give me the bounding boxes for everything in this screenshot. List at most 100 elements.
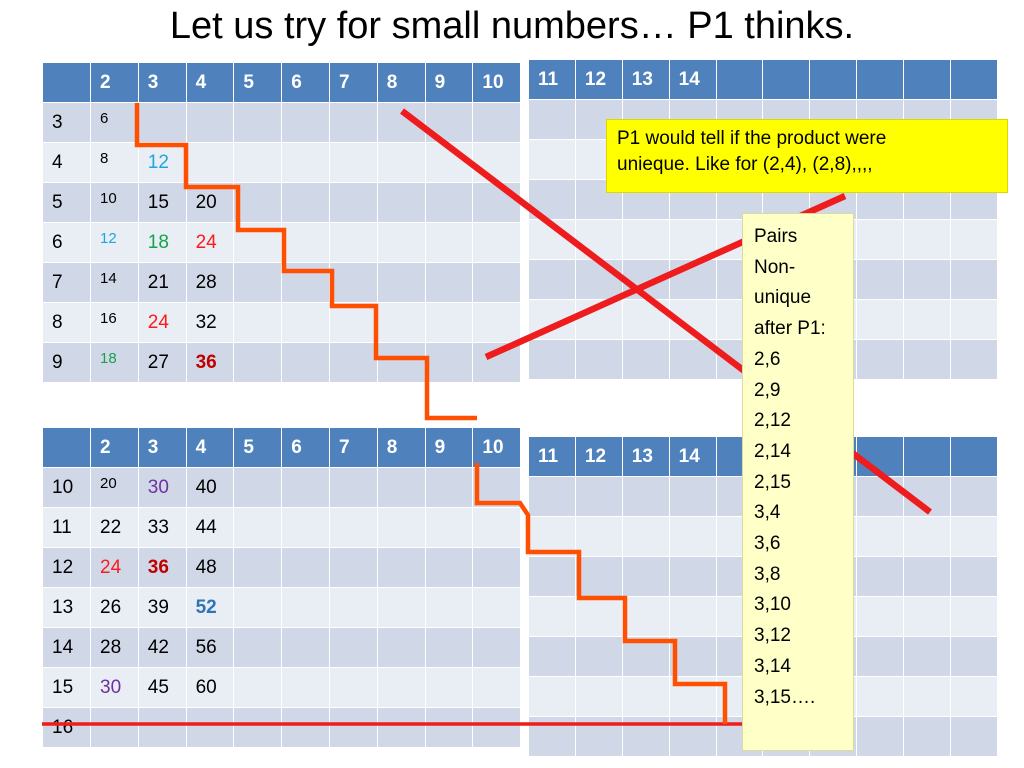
product-cell: 18	[137, 222, 187, 263]
table-row: 7 14 21 28	[42, 262, 522, 303]
product-cell	[233, 587, 283, 628]
product-cell	[424, 507, 474, 548]
table-row: 15 30 45 60	[42, 667, 522, 708]
product-cell: 40	[185, 467, 235, 508]
product-cell: 6	[90, 102, 139, 143]
column-header: 10	[472, 427, 522, 468]
column-header: 7	[328, 62, 378, 103]
product-cell: 42	[137, 627, 187, 668]
product-cell	[90, 707, 139, 748]
p1-note: P1 would tell if the product were uniequ…	[606, 119, 1008, 193]
product-cell: 8	[90, 142, 139, 183]
product-cell	[472, 507, 522, 548]
product-cell	[233, 142, 283, 183]
grid-cell	[621, 676, 670, 717]
header-row: 2 3 4 5 6 7 8 9 10	[42, 427, 522, 468]
column-header	[856, 436, 905, 477]
pairs-line: after P1:	[754, 318, 826, 340]
product-cell	[376, 587, 426, 628]
grid-cell	[528, 596, 576, 637]
product-cell	[281, 222, 330, 263]
product-cell	[376, 667, 426, 708]
product-cell	[233, 507, 283, 548]
row-label: 14	[42, 627, 91, 668]
pairs-line: 2,12	[754, 410, 791, 432]
grid-cell	[903, 259, 952, 300]
row-label: 10	[42, 467, 91, 508]
grid-cell	[856, 716, 905, 757]
product-cell	[376, 262, 426, 303]
product-cell	[281, 342, 330, 383]
grid-cell	[668, 339, 717, 380]
column-header: 9	[424, 427, 474, 468]
grid-cell	[528, 299, 576, 340]
grid-cell	[668, 636, 717, 677]
column-header: 11	[528, 436, 576, 477]
grid-cell	[950, 636, 998, 677]
row-label: 3	[42, 102, 91, 143]
product-cell	[472, 302, 522, 343]
non-unique-pairs-box: Pairs Non-unique after P1: 2,6 2,9 2,12 2,14 2,…	[742, 213, 854, 751]
grid-cell	[668, 556, 717, 597]
grid-cell	[856, 259, 905, 300]
product-cell	[472, 102, 522, 143]
grid-cell	[668, 476, 717, 517]
grid-cell	[528, 716, 576, 757]
product-cell	[472, 222, 522, 263]
product-cell	[424, 547, 474, 588]
product-cell	[424, 142, 474, 183]
product-cell: 48	[185, 547, 235, 588]
grid-cell	[950, 516, 998, 557]
product-cell: 14	[90, 262, 139, 303]
column-header	[42, 62, 91, 103]
grid-cell	[528, 99, 576, 140]
grid-cell	[668, 596, 717, 637]
pairs-line: 2,14	[754, 440, 791, 462]
column-header: 6	[281, 427, 330, 468]
grid-cell	[528, 676, 576, 717]
grid-cell	[574, 259, 623, 300]
grid-cell	[574, 716, 623, 757]
product-cell	[376, 467, 426, 508]
table-row: 5 10 15 20	[42, 182, 522, 223]
product-cell: 56	[185, 627, 235, 668]
table-bottom-left: 2 3 4 5 6 7 8 9 10 10 20 30 40 11 22 33 44 12 24 36 48 13 26 39…	[42, 427, 522, 748]
product-cell: 16	[90, 302, 139, 343]
grid-cell	[903, 636, 952, 677]
pairs-line: 3,15….	[754, 686, 816, 708]
product-cell: 44	[185, 507, 235, 548]
grid-cell	[856, 219, 905, 260]
grid-cell	[903, 716, 952, 757]
product-cell	[376, 342, 426, 383]
row-label: 11	[42, 507, 91, 548]
product-cell	[376, 507, 426, 548]
product-cell	[233, 222, 283, 263]
grid-cell	[668, 516, 717, 557]
column-header	[856, 59, 905, 100]
column-header: 14	[668, 436, 717, 477]
column-header	[42, 427, 91, 468]
grid-cell	[950, 596, 998, 637]
product-cell	[233, 707, 283, 748]
grid-cell	[668, 676, 717, 717]
product-cell	[281, 182, 330, 223]
row-label: 5	[42, 182, 91, 223]
product-cell	[233, 667, 283, 708]
grid-cell	[574, 516, 623, 557]
product-cell	[376, 627, 426, 668]
column-header: 8	[376, 62, 426, 103]
pairs-line: Non-	[754, 256, 796, 278]
column-header: 8	[376, 427, 426, 468]
column-header: 3	[137, 427, 187, 468]
pairs-line: unique	[754, 287, 812, 309]
column-header: 10	[472, 62, 522, 103]
product-cell	[328, 182, 378, 223]
column-header	[950, 59, 998, 100]
product-cell: 18	[90, 342, 139, 383]
product-cell	[424, 302, 474, 343]
product-cell	[328, 587, 378, 628]
product-cell	[424, 182, 474, 223]
product-cell	[281, 627, 330, 668]
row-label: 9	[42, 342, 91, 383]
